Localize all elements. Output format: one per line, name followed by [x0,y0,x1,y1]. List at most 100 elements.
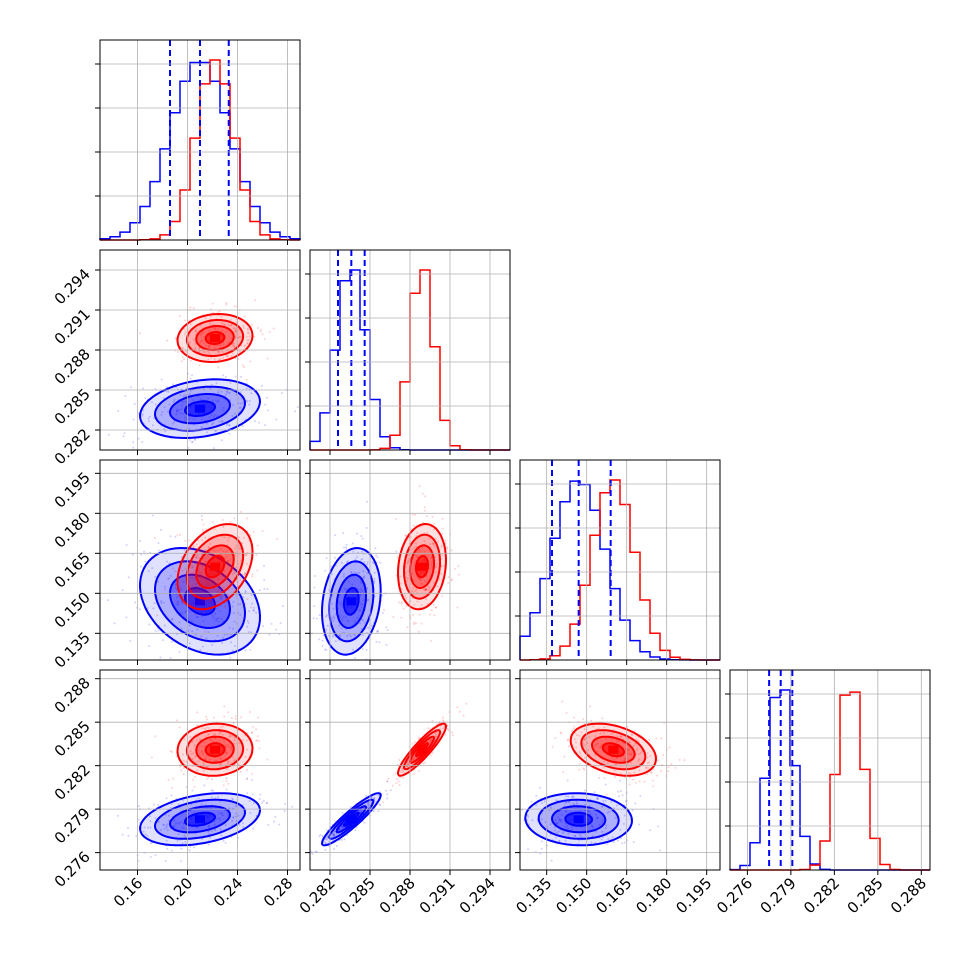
scatter-point-red [650,771,653,774]
scatter-point-blue [591,825,594,828]
scatter-point-red [399,770,402,773]
scatter-point-red [420,622,423,625]
scatter-point-red [233,345,236,348]
scatter-point-blue [305,619,307,621]
scatter-point-blue [382,612,384,614]
contour-red-1 [185,319,245,357]
scatter-point-blue [189,439,191,441]
scatter-point-red [420,582,422,585]
contour-blue-0 [138,378,262,440]
scatter-point-red [214,737,217,740]
scatter-point-red [394,772,397,775]
scatter-point-red [234,717,237,720]
scatter-point-blue [174,587,177,589]
scatter-point-red [194,755,197,758]
scatter-point-blue [354,829,357,832]
scatter-point-blue [143,550,146,553]
scatter-point-red [637,739,640,742]
scatter-point-red [232,342,235,345]
scatter-point-red [164,588,166,591]
scatter-point-blue [314,850,317,853]
scatter-point-blue [246,777,249,780]
scatter-point-blue [184,841,187,843]
scatter-point-blue [183,548,186,551]
scatter-point-red [231,352,234,355]
scatter-point-blue [177,803,180,806]
scatter-point-blue [211,644,213,646]
scatter-point-blue [189,576,192,579]
scatter-point-red [624,757,627,760]
scatter-point-red [223,605,226,608]
scatter-point-blue [221,620,224,623]
scatter-point-red [237,358,240,361]
scatter-point-red [188,577,190,580]
scatter-point-red [221,322,223,325]
scatter-point-red [444,733,447,736]
scatter-point-blue [211,399,214,402]
scatter-point-red [225,780,228,782]
scatter-point-red [197,556,200,559]
axes-frame [729,669,931,871]
scatter-point-red [214,603,217,606]
scatter-point-red [233,736,236,739]
scatter-point-red [189,610,192,613]
scatter-point-red [616,735,619,738]
scatter-point-red [272,327,275,330]
scatter-point-red [197,585,200,588]
scatter-point-red [415,555,418,558]
scatter-point-blue [638,823,641,826]
scatter-point-red [243,345,246,348]
scatter-point-red [674,766,677,769]
scatter-point-blue [240,397,243,400]
scatter-point-blue [341,811,344,814]
scatter-point-red [627,748,629,751]
scatter-point-red [223,705,226,708]
scatter-point-blue [353,620,356,623]
scatter-point-blue [338,614,341,617]
scatter-point-blue [263,588,266,590]
scatter-point-red [428,537,431,540]
scatter-point-red [188,539,190,542]
scatter-point-red [206,718,208,721]
scatter-point-blue [127,827,129,830]
scatter-point-red [446,728,449,730]
scatter-point-blue [584,826,587,829]
scatter-point-blue [164,860,167,863]
y-tick-label: 0.282 [51,425,94,468]
scatter-point-blue [359,812,362,814]
scatter-point-red [251,324,253,326]
scatter-point-red [177,602,180,604]
axes-2-1 [305,459,511,665]
scatter-point-blue [191,440,194,443]
scatter-point-blue [386,793,389,796]
scatter-point-red [425,515,428,518]
scatter-point-red [382,801,385,804]
scatter-point-red [623,759,626,762]
scatter-point-red [628,741,631,744]
scatter-point-red [572,727,575,730]
scatter-point-red [411,573,414,575]
scatter-point-red [167,577,169,580]
scatter-point-red [432,603,435,606]
scatter-point-blue [225,424,228,426]
scatter-point-blue [175,822,177,825]
scatter-point-red [392,616,395,618]
y-tick-label: 0.291 [51,305,94,348]
scatter-point-blue [264,403,267,406]
scatter-point-red [228,341,231,344]
scatter-point-red [662,753,665,756]
scatter-point-red [235,566,238,569]
scatter-point-blue [212,415,215,418]
scatter-point-blue [605,824,608,827]
scatter-point-red [583,744,586,747]
scatter-point-red [196,769,199,772]
scatter-point-blue [169,574,172,577]
scatter-point-red [222,784,225,787]
scatter-point-red [235,544,238,547]
scatter-point-red [436,585,439,588]
scatter-point-blue [283,810,286,812]
scatter-point-blue [332,607,335,610]
x-tick-label: 0.282 [296,874,339,917]
scatter-point-blue [166,829,169,832]
density-peak-red [210,745,220,754]
